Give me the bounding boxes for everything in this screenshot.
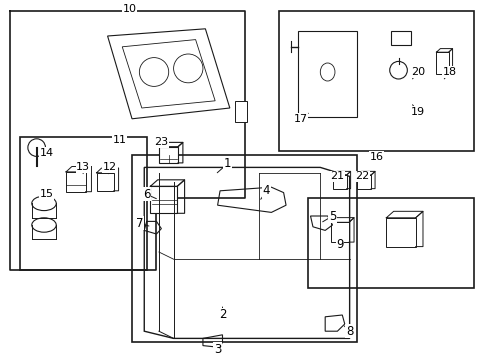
Bar — [298, 31, 356, 117]
Text: 19: 19 — [410, 107, 424, 117]
Text: 17: 17 — [293, 114, 307, 124]
Text: 14: 14 — [40, 148, 53, 158]
Text: 6: 6 — [142, 188, 150, 201]
Text: 9: 9 — [335, 238, 343, 251]
Text: 12: 12 — [103, 162, 117, 172]
Bar — [234, 101, 246, 122]
Bar — [330, 222, 348, 242]
Text: 5: 5 — [328, 210, 336, 222]
Bar — [97, 173, 113, 191]
Text: 13: 13 — [76, 162, 90, 172]
Bar — [66, 172, 85, 192]
Text: 11: 11 — [113, 135, 126, 145]
Text: 16: 16 — [369, 152, 383, 162]
Bar — [386, 218, 415, 247]
Bar — [307, 198, 473, 288]
Text: 8: 8 — [345, 325, 353, 338]
Text: 7: 7 — [135, 217, 143, 230]
Text: 4: 4 — [262, 184, 270, 197]
Text: 10: 10 — [122, 4, 136, 14]
Text: 20: 20 — [410, 67, 424, 77]
Text: 2: 2 — [218, 309, 226, 321]
Bar — [357, 175, 370, 189]
Text: 22: 22 — [354, 171, 368, 181]
Bar — [159, 147, 178, 163]
Bar — [150, 186, 177, 213]
Text: 1: 1 — [223, 157, 231, 170]
Text: 21: 21 — [330, 171, 344, 181]
Text: 23: 23 — [154, 137, 168, 147]
Bar — [20, 137, 146, 270]
Bar — [436, 52, 448, 74]
Text: 15: 15 — [40, 189, 53, 199]
Bar — [132, 155, 356, 342]
Bar — [390, 31, 410, 45]
Text: 18: 18 — [442, 67, 456, 77]
Bar — [278, 11, 473, 151]
Text: 3: 3 — [213, 343, 221, 356]
Bar — [332, 175, 346, 189]
